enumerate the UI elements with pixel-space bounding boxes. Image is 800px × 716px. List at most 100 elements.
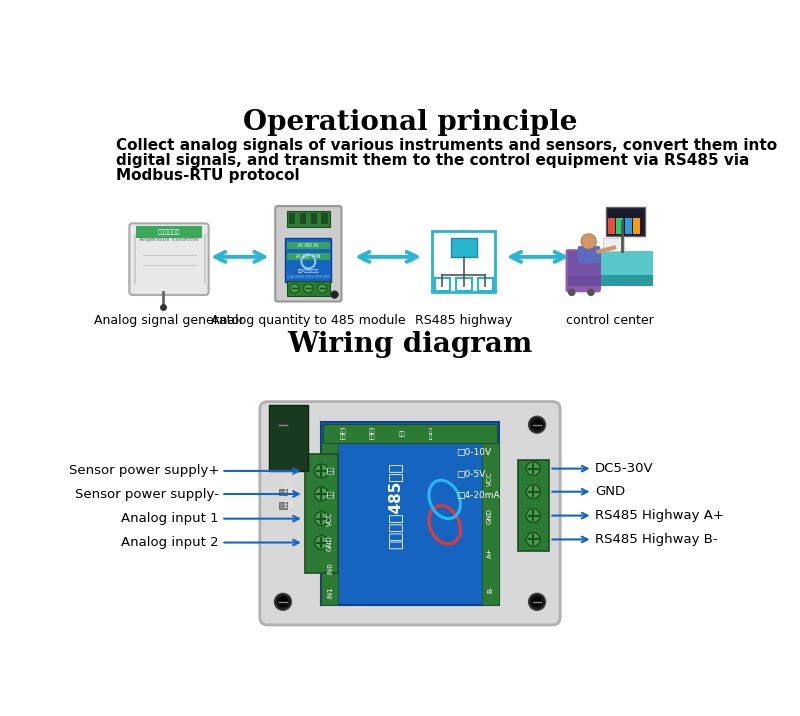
- Bar: [136, 226, 202, 238]
- Bar: [300, 213, 306, 223]
- Bar: [518, 460, 549, 551]
- Text: GND: GND: [487, 508, 493, 523]
- Bar: [279, 488, 287, 495]
- Text: IN0: IN0: [327, 562, 333, 574]
- Bar: [608, 218, 615, 233]
- Bar: [322, 422, 498, 605]
- Circle shape: [581, 233, 596, 249]
- Circle shape: [526, 533, 540, 546]
- Text: □0-10V: □0-10V: [456, 448, 491, 457]
- Bar: [456, 279, 472, 291]
- Text: Sensor power supply+: Sensor power supply+: [69, 465, 219, 478]
- Circle shape: [314, 536, 328, 549]
- Text: Wiring diagram: Wiring diagram: [287, 331, 533, 358]
- Circle shape: [314, 512, 328, 526]
- Circle shape: [304, 284, 313, 293]
- Bar: [478, 279, 493, 291]
- Bar: [625, 218, 632, 233]
- Bar: [287, 253, 330, 260]
- Text: 出品
对象: 出品 对象: [340, 428, 346, 440]
- Text: 模式: 模式: [285, 498, 292, 507]
- Circle shape: [532, 420, 542, 430]
- Text: A+: A+: [487, 547, 493, 558]
- Text: 运行: 运行: [285, 486, 292, 495]
- Text: Analog input 1: Analog input 1: [122, 512, 219, 525]
- Bar: [482, 443, 498, 605]
- Bar: [432, 231, 495, 292]
- Text: VCC: VCC: [327, 511, 333, 526]
- Bar: [134, 234, 136, 284]
- Bar: [602, 238, 624, 251]
- Circle shape: [532, 596, 542, 607]
- Circle shape: [314, 487, 328, 501]
- FancyBboxPatch shape: [275, 206, 342, 301]
- Text: Analog input 2: Analog input 2: [122, 536, 219, 549]
- Bar: [606, 207, 645, 236]
- FancyBboxPatch shape: [260, 402, 560, 625]
- Circle shape: [529, 416, 546, 433]
- Bar: [305, 454, 338, 573]
- Bar: [322, 213, 328, 223]
- Circle shape: [278, 420, 288, 430]
- Bar: [279, 503, 287, 508]
- Text: □4-20mA: □4-20mA: [456, 491, 500, 500]
- Text: AI LD  VIN: AI LD VIN: [296, 253, 321, 258]
- Text: 模拟量转485模块: 模拟量转485模块: [387, 463, 402, 549]
- Bar: [287, 211, 330, 227]
- Text: RS485 Highway A+: RS485 Highway A+: [594, 509, 724, 522]
- Circle shape: [526, 462, 540, 475]
- FancyBboxPatch shape: [578, 246, 600, 263]
- Polygon shape: [568, 251, 653, 274]
- Bar: [616, 218, 623, 233]
- Text: control center: control center: [566, 314, 654, 326]
- Text: DC5-30V: DC5-30V: [594, 462, 654, 475]
- FancyBboxPatch shape: [130, 223, 209, 295]
- Bar: [310, 213, 317, 223]
- Text: 型 JA 2004 0985 098 098: 型 JA 2004 0985 098 098: [287, 275, 330, 279]
- Bar: [286, 238, 331, 282]
- Polygon shape: [568, 274, 653, 286]
- Circle shape: [278, 596, 288, 607]
- Text: Analog quantity to 485 module: Analog quantity to 485 module: [211, 314, 406, 326]
- Text: RS485 highway: RS485 highway: [415, 314, 513, 326]
- Text: Sensor power supply-: Sensor power supply-: [75, 488, 219, 500]
- Text: Operational principle: Operational principle: [242, 109, 578, 136]
- Text: AI HD AI: AI HD AI: [298, 243, 318, 248]
- Text: Analog signal generator: Analog signal generator: [94, 314, 244, 326]
- Bar: [322, 443, 338, 605]
- Text: 运行: 运行: [326, 490, 334, 498]
- Text: IN1: IN1: [327, 586, 333, 599]
- Circle shape: [290, 284, 299, 293]
- Bar: [323, 424, 497, 443]
- Text: 备注: 备注: [398, 431, 405, 437]
- Bar: [451, 238, 477, 257]
- Text: 模式: 模式: [326, 465, 334, 473]
- Circle shape: [587, 289, 595, 296]
- Text: GND: GND: [594, 485, 625, 498]
- Circle shape: [526, 485, 540, 498]
- Text: RS485 Highway B-: RS485 Highway B-: [594, 533, 718, 546]
- Text: 模拟5路转置置误器: 模拟5路转置置误器: [298, 268, 319, 272]
- Circle shape: [274, 416, 291, 433]
- Text: digital signals, and transmit them to the control equipment via RS485 via: digital signals, and transmit them to th…: [116, 153, 750, 168]
- Bar: [287, 281, 330, 296]
- Circle shape: [274, 594, 291, 610]
- Text: GND: GND: [327, 536, 333, 551]
- Bar: [287, 242, 330, 249]
- Text: Collect analog signals of various instruments and sensors, convert them into: Collect analog signals of various instru…: [116, 138, 777, 153]
- Text: Temperature Transmitter: Temperature Transmitter: [138, 237, 200, 242]
- Circle shape: [330, 291, 338, 299]
- Text: Modbus-RTU protocol: Modbus-RTU protocol: [116, 168, 299, 183]
- Circle shape: [318, 284, 327, 293]
- Text: 平
衡: 平 衡: [429, 428, 433, 440]
- Circle shape: [529, 594, 546, 610]
- Text: 温湿度传感器: 温湿度传感器: [158, 229, 180, 235]
- Bar: [634, 218, 640, 233]
- Circle shape: [314, 464, 328, 478]
- Bar: [289, 213, 295, 223]
- Text: □0-5V: □0-5V: [456, 470, 486, 478]
- Text: B-: B-: [487, 586, 493, 593]
- Bar: [204, 234, 206, 284]
- Text: VCC: VCC: [487, 472, 493, 485]
- Circle shape: [526, 508, 540, 523]
